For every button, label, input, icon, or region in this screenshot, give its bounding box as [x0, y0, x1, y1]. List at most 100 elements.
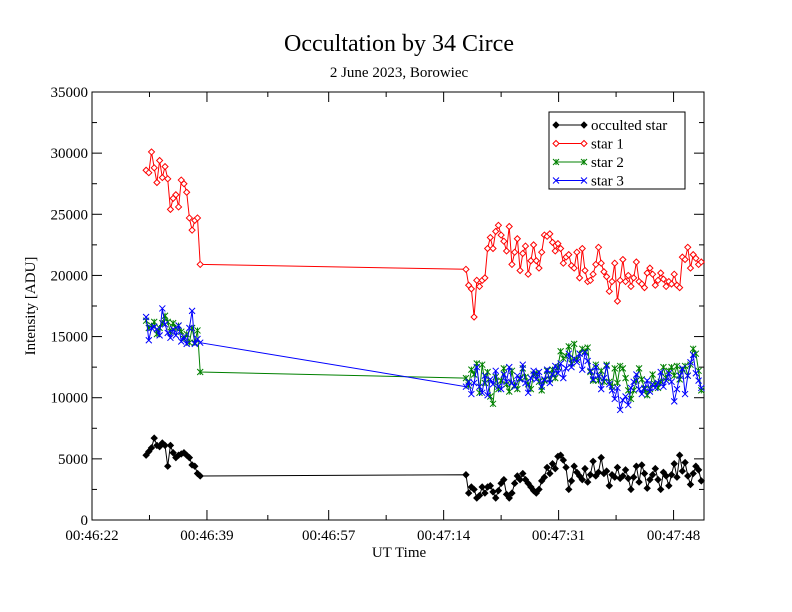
- data-point: [161, 441, 169, 450]
- data-point: [164, 175, 172, 183]
- data-point: [629, 274, 638, 282]
- data-point: [611, 473, 619, 481]
- data-point: [687, 358, 694, 366]
- data-point: [464, 489, 473, 497]
- series-layer: [142, 148, 706, 502]
- data-point: [191, 340, 199, 348]
- data-point: [665, 482, 673, 490]
- data-point: [538, 383, 546, 391]
- y-tick-label: 5000: [58, 452, 88, 468]
- data-point: [465, 378, 473, 386]
- data-point: [662, 377, 670, 384]
- data-point: [622, 393, 629, 400]
- data-point: [508, 260, 516, 269]
- data-point: [638, 390, 646, 398]
- data-point: [670, 270, 678, 278]
- data-point: [583, 478, 592, 486]
- data-point: [505, 222, 513, 231]
- data-point: [592, 363, 600, 371]
- data-point: [470, 313, 478, 321]
- data-point: [462, 383, 470, 391]
- data-point: [673, 385, 681, 393]
- data-point: [643, 269, 651, 277]
- data-point: [462, 265, 470, 274]
- data-point: [611, 365, 619, 372]
- data-point: [602, 467, 611, 475]
- data-point: [164, 462, 172, 470]
- data-point: [475, 491, 484, 500]
- data-point: [578, 366, 586, 373]
- data-point: [524, 389, 532, 397]
- data-point: [196, 260, 204, 269]
- data-point: [492, 227, 500, 236]
- data-point: [681, 390, 689, 398]
- data-point: [648, 270, 657, 278]
- data-point: [646, 388, 654, 395]
- data-point: [570, 462, 578, 470]
- data-point: [546, 230, 554, 238]
- data-point: [635, 385, 643, 393]
- data-point: [684, 472, 692, 480]
- data-point: [627, 485, 635, 494]
- data-point: [603, 362, 610, 370]
- data-point: [177, 338, 185, 345]
- data-point: [668, 378, 675, 386]
- data-point: [497, 385, 505, 393]
- legend-marker: [552, 139, 560, 148]
- data-point: [651, 384, 659, 392]
- data-point: [589, 270, 597, 278]
- data-point: [595, 372, 602, 380]
- legend-marker: [552, 158, 560, 166]
- legend-label: star 3: [591, 174, 624, 190]
- data-point: [614, 379, 621, 387]
- data-point: [185, 214, 194, 222]
- data-point: [529, 241, 538, 249]
- data-point: [462, 471, 470, 479]
- data-point: [524, 270, 532, 278]
- data-point: [643, 377, 651, 384]
- data-point: [605, 380, 613, 388]
- data-point: [500, 371, 508, 378]
- data-point: [554, 369, 562, 377]
- data-point: [467, 285, 476, 293]
- data-point: [478, 361, 486, 369]
- x-tick-label: 00:47:31: [532, 528, 585, 544]
- data-point: [527, 257, 535, 265]
- x-tick-label: 00:47:48: [647, 528, 700, 544]
- data-point: [597, 453, 605, 462]
- data-point: [548, 460, 557, 468]
- data-point: [527, 374, 535, 382]
- series-star-1: [142, 148, 706, 321]
- data-point: [142, 313, 150, 321]
- data-point: [565, 350, 573, 358]
- data-point: [619, 365, 627, 372]
- data-point: [651, 464, 660, 473]
- x-tick-label: 00:46:22: [65, 528, 118, 544]
- data-point: [622, 374, 629, 382]
- data-point: [568, 363, 575, 371]
- data-point: [543, 366, 551, 373]
- data-point: [492, 367, 500, 375]
- data-point: [169, 449, 177, 457]
- x-tick-label: 00:47:14: [417, 528, 471, 544]
- data-point: [670, 460, 678, 468]
- legend-marker: [580, 177, 588, 184]
- data-point: [546, 469, 554, 478]
- data-point: [694, 466, 703, 474]
- data-point: [475, 282, 484, 291]
- data-point: [562, 365, 570, 372]
- data-point: [646, 475, 654, 484]
- data-point: [548, 238, 557, 247]
- data-point: [681, 255, 689, 264]
- data-point: [535, 264, 543, 272]
- data-point: [530, 367, 537, 375]
- data-point: [692, 254, 700, 263]
- data-point: [470, 379, 478, 387]
- data-point: [554, 239, 562, 248]
- data-point: [670, 398, 678, 405]
- data-point: [613, 463, 622, 472]
- data-point: [180, 180, 188, 188]
- data-point: [486, 482, 495, 490]
- data-point: [489, 244, 497, 253]
